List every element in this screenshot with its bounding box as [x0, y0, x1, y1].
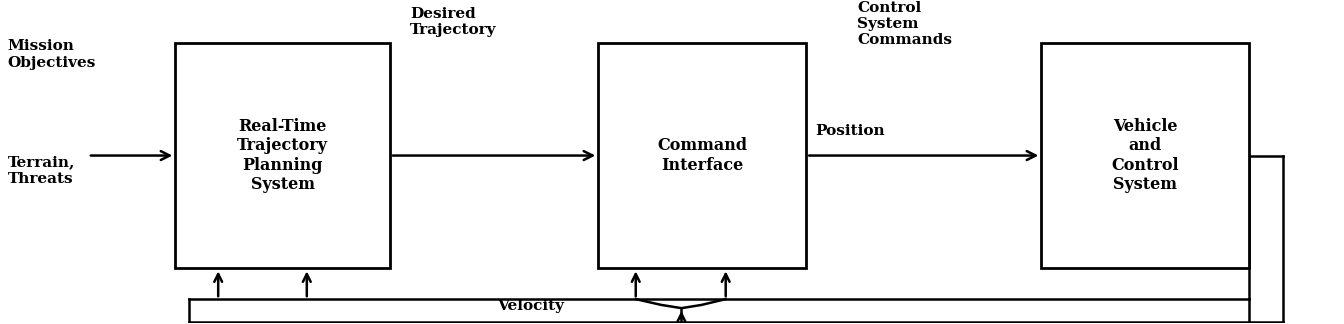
- Text: Desired
Trajectory: Desired Trajectory: [410, 7, 497, 37]
- Text: Mission
Objectives: Mission Objectives: [8, 40, 95, 70]
- FancyBboxPatch shape: [1042, 43, 1250, 269]
- Text: Position: Position: [816, 124, 886, 138]
- Text: Velocity: Velocity: [497, 298, 564, 313]
- FancyBboxPatch shape: [598, 43, 806, 269]
- Text: Vehicle
and
Control
System: Vehicle and Control System: [1111, 118, 1179, 193]
- Text: Terrain,
Threats: Terrain, Threats: [8, 156, 75, 186]
- Text: Real-Time
Trajectory
Planning
System: Real-Time Trajectory Planning System: [237, 118, 328, 193]
- Text: Command
Interface: Command Interface: [657, 137, 747, 174]
- FancyBboxPatch shape: [175, 43, 390, 269]
- Text: Control
System
Commands: Control System Commands: [857, 1, 953, 47]
